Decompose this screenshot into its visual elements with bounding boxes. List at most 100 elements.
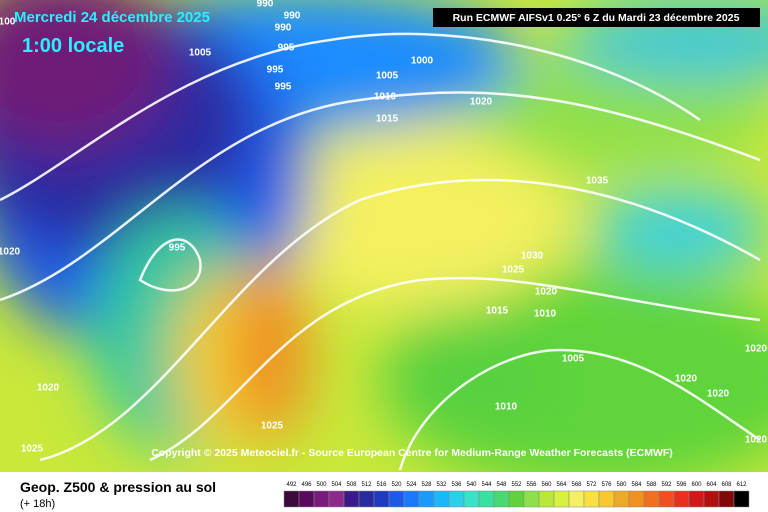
scale-swatch (703, 490, 720, 508)
scale-swatch (343, 490, 360, 508)
scale-swatch (568, 490, 585, 508)
run-info: Run ECMWF AIFSv1 0.25° 6 Z du Mardi 23 d… (453, 12, 740, 24)
isobar-label: 1005 (562, 354, 585, 365)
copyright: Copyright © 2025 Meteociel.fr - Source E… (151, 447, 673, 459)
scale-swatch (553, 490, 570, 508)
scale-swatch (358, 490, 375, 508)
scale-label: 568 (571, 482, 582, 488)
isobar-label: 990 (257, 0, 274, 10)
scale-label: 560 (541, 482, 552, 488)
scale-label: 552 (511, 482, 522, 488)
scale-label: 508 (346, 482, 357, 488)
map-field (0, 0, 768, 490)
scale-swatch (283, 490, 300, 508)
scale-swatch (493, 490, 510, 508)
scale-swatch (478, 490, 495, 508)
scale-label: 524 (406, 482, 417, 488)
scale-label: 588 (646, 482, 657, 488)
footer-title: Geop. Z500 & pression au sol (20, 479, 216, 495)
scale-swatch (403, 490, 420, 508)
scale-swatch (673, 490, 690, 508)
scale-swatch (583, 490, 600, 508)
scale-label: 532 (436, 482, 447, 488)
scale-label: 608 (721, 482, 732, 488)
run-box (433, 8, 760, 27)
isobar-label: 1020 (675, 374, 698, 385)
isobar-label: 995 (267, 65, 284, 76)
isobar-label: 1035 (586, 176, 609, 187)
scale-label: 504 (331, 482, 342, 488)
scale-label: 528 (421, 482, 432, 488)
scale-swatch (643, 490, 660, 508)
scale-swatch (733, 490, 750, 508)
scale-swatch (598, 490, 615, 508)
scale-label: 584 (631, 482, 642, 488)
scale-label: 492 (286, 482, 297, 488)
isobar-label: 1000 (411, 56, 434, 67)
isobar-label: 990 (275, 23, 292, 34)
scale-swatch (538, 490, 555, 508)
scale-swatch (328, 490, 345, 508)
scale-label: 512 (361, 482, 372, 488)
scale-label: 572 (586, 482, 597, 488)
isobar-label: 1030 (521, 251, 544, 262)
scale-swatch (523, 490, 540, 508)
isobar-label: 1025 (502, 265, 525, 276)
scale-swatch (373, 490, 390, 508)
scale-swatch (463, 490, 480, 508)
scale-label: 576 (601, 482, 612, 488)
scale-swatch (298, 490, 315, 508)
isobar-label: 1005 (189, 48, 212, 59)
isobar-label: 1010 (374, 92, 397, 103)
scale-swatch (718, 490, 735, 508)
scale-label: 540 (466, 482, 477, 488)
scale-swatch (418, 490, 435, 508)
scale-label: 556 (526, 482, 537, 488)
isobar-label: 1020 (0, 247, 21, 258)
isobar-labels: 9909909909951005995995100010051010101510… (0, 0, 768, 455)
footer-lead: (+ 18h) (20, 498, 55, 510)
scale-label: 548 (496, 482, 507, 488)
isobar-label: 990 (284, 11, 301, 22)
scale-label: 516 (376, 482, 387, 488)
scale-label: 580 (616, 482, 627, 488)
scale-swatch (613, 490, 630, 508)
isobar-label: 995 (275, 82, 292, 93)
scale-label: 520 (391, 482, 402, 488)
scale-swatch (313, 490, 330, 508)
scale-label: 536 (451, 482, 462, 488)
color-scale: 492 496 500 504 508 512 516 520 524 528 532 536 540 5… (283, 482, 750, 508)
scale-label: 612 (736, 482, 747, 488)
scale-swatch (508, 490, 525, 508)
scale-swatch (628, 490, 645, 508)
isobar-label: 1005 (376, 71, 399, 82)
forecast-time: 1:00 locale (22, 35, 124, 57)
scale-label: 596 (676, 482, 687, 488)
scale-label: 600 (691, 482, 702, 488)
scale-label: 604 (706, 482, 717, 488)
scale-label: 544 (481, 482, 492, 488)
scale-swatch (688, 490, 705, 508)
scale-swatch (433, 490, 450, 508)
isobar-label: 1020 (745, 344, 768, 355)
isobar-label: 1010 (495, 402, 518, 413)
isobar-label: 1020 (37, 383, 60, 394)
scale-label: 496 (301, 482, 312, 488)
isobar-label: 1020 (707, 389, 730, 400)
isobar-label: 1015 (486, 306, 509, 317)
scale-swatch (448, 490, 465, 508)
scale-swatch (388, 490, 405, 508)
isobar-label: 1020 (470, 97, 493, 108)
scale-swatch (658, 490, 675, 508)
forecast-date: Mercredi 24 décembre 2025 (14, 9, 210, 26)
isobar-label: 995 (169, 243, 186, 254)
isobar-label: 1020 (745, 435, 768, 446)
isobar-label: 995 (278, 43, 295, 54)
isobar-label: 1025 (21, 444, 44, 455)
isobar-label: 100 (0, 17, 16, 28)
isobar-label: 1015 (376, 114, 399, 125)
scale-label: 592 (661, 482, 672, 488)
scale-label: 564 (556, 482, 567, 488)
isobar-label: 1025 (261, 421, 284, 432)
